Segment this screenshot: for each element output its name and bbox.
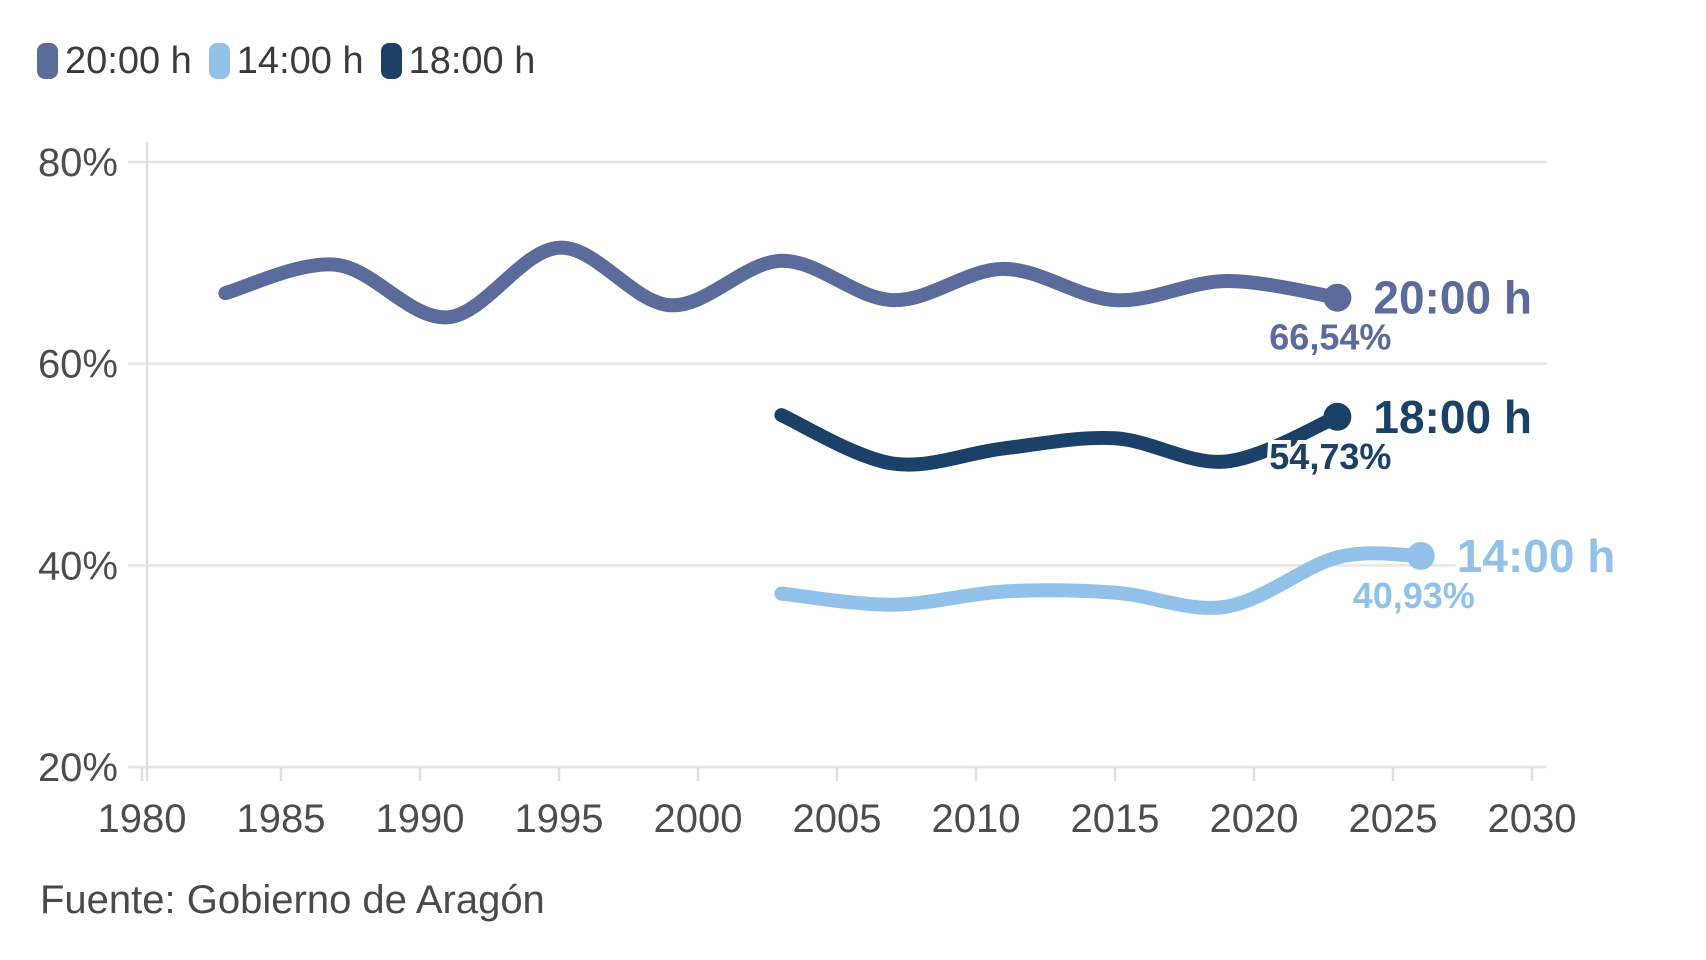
x-tick-label-2000: 2000	[654, 797, 743, 841]
x-tick-label-2020: 2020	[1210, 797, 1299, 841]
legend-label-14-00-h: 14:00 h	[236, 40, 364, 82]
series-value-label-14-00-h: 40,93%	[1353, 575, 1475, 616]
y-tick-label-80: 80%	[38, 141, 118, 185]
source-text: Fuente: Gobierno de Aragón	[40, 878, 545, 922]
x-tick-label-1980: 1980	[98, 797, 187, 841]
series-end-label-18-00-h: 18:00 h	[1373, 391, 1532, 443]
series-dot-20-00-h[interactable]	[1323, 283, 1352, 312]
x-tick-label-2030: 2030	[1488, 797, 1577, 841]
series-value-label-18-00-h: 54,73%	[1269, 436, 1391, 477]
legend-swatch-14-00-h	[208, 43, 230, 79]
x-tick-label-1995: 1995	[515, 797, 604, 841]
y-tick-label-40: 40%	[38, 544, 118, 588]
series-line-18-00-h[interactable]	[774, 408, 1345, 472]
series-end-label-14-00-h: 14:00 h	[1457, 530, 1616, 582]
series-dot-14-00-h[interactable]	[1406, 541, 1435, 570]
chart-legend: 20:00 h 14:00 h 18:00 h	[37, 42, 535, 80]
series-line-14-00-h[interactable]	[774, 546, 1428, 615]
x-tick-label-1990: 1990	[376, 797, 465, 841]
legend-label-20-00-h: 20:00 h	[65, 40, 192, 82]
series-dot-18-00-h[interactable]	[1323, 402, 1352, 431]
x-tick-label-2025: 2025	[1349, 797, 1438, 841]
series-end-label-20-00-h: 20:00 h	[1373, 272, 1532, 324]
y-tick-label-60: 60%	[38, 343, 118, 387]
legend-label-18-00-h: 18:00 h	[408, 40, 536, 82]
legend-swatch-20-00-h	[37, 43, 58, 79]
legend-item-14-00-h: 14:00 h	[208, 40, 364, 82]
x-tick-label-2010: 2010	[932, 797, 1021, 841]
x-tick-label-2015: 2015	[1071, 797, 1160, 841]
legend-item-20-00-h: 20:00 h	[37, 42, 192, 80]
legend-swatch-18-00-h	[380, 43, 402, 79]
x-tick-label-2005: 2005	[793, 797, 882, 841]
y-tick-label-20: 20%	[38, 746, 118, 790]
legend-item-18-00-h: 18:00 h	[380, 40, 536, 82]
series-line-20-00-h[interactable]	[218, 240, 1345, 325]
series-value-label-20-00-h: 66,54%	[1269, 317, 1391, 358]
x-tick-label-1985: 1985	[237, 797, 326, 841]
